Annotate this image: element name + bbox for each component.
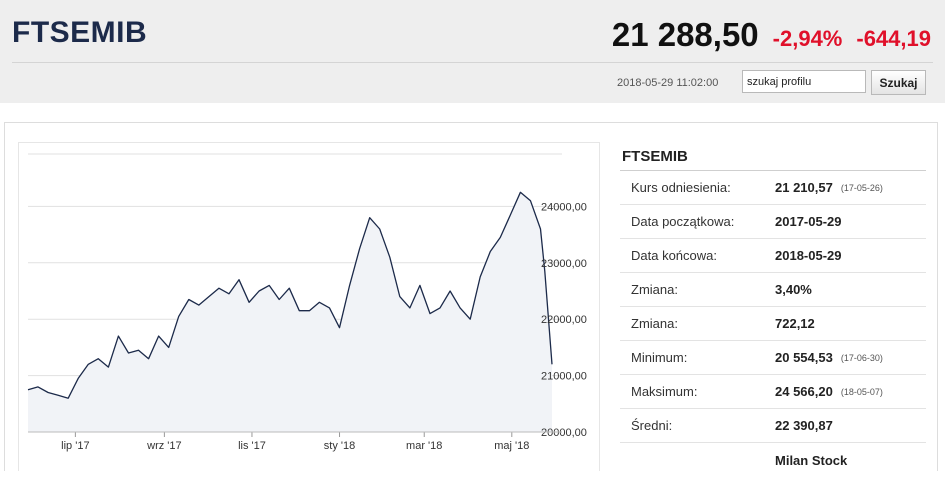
change-percent: -2,94% (772, 26, 843, 51)
price-line (27, 191, 553, 399)
stat-label: Minimum: (631, 350, 688, 365)
stat-value: 722,12 (775, 316, 815, 331)
stat-value: 3,40% (775, 282, 812, 297)
x-tick-label: lis '17 (238, 440, 266, 452)
exchange-name: Milan Stock (775, 452, 848, 468)
stats-title: FTSEMIB (622, 148, 688, 165)
stats-table: Kurs odniesienia: 21 210,57 (17-05-26) D… (620, 170, 926, 477)
change-absolute: -644,19 (856, 26, 931, 51)
stat-row-change-pct: Zmiana: 3,40% (620, 273, 926, 307)
stat-label: Zmiana: (631, 316, 678, 331)
stat-label: Kurs odniesienia: (631, 180, 731, 195)
chart-frame (18, 142, 600, 471)
quote-timestamp: 2018-05-29 11:02:00 (617, 77, 719, 89)
stat-row-reference: Kurs odniesienia: 21 210,57 (17-05-26) (620, 171, 926, 205)
y-tick-label: 23000,00 (541, 258, 587, 270)
stat-value: 21 210,57 (775, 180, 833, 195)
current-price: 21 288,50 (611, 16, 759, 53)
stat-value: 2018-05-29 (775, 248, 842, 263)
stat-date: (17-05-26) (840, 182, 883, 193)
stat-row-change-abs: Zmiana: 722,12 (620, 307, 926, 341)
header-divider (12, 62, 933, 63)
stat-value: 2017-05-29 (775, 214, 842, 229)
stat-label: Maksimum: (631, 384, 698, 399)
y-axis-labels: 20000,00 21000,00 22000,00 23000,00 24000,00 (541, 201, 587, 439)
stat-date: (18-05-07) (840, 386, 883, 397)
quote-header: FTSEMIB 21 288,50 -2,94% -644,19 2018-05… (0, 0, 945, 103)
x-tick-label: mar '18 (406, 440, 442, 452)
price-area (28, 192, 552, 432)
stat-row-start-date: Data początkowa: 2017-05-29 (620, 205, 926, 239)
y-tick-label: 24000,00 (541, 201, 587, 213)
stats-panel: FTSEMIB Kurs odniesienia: 21 210,57 (17-… (620, 146, 926, 477)
y-tick-label: 20000,00 (541, 427, 587, 439)
stat-row-maximum: Maksimum: 24 566,20 (18-05-07) (620, 375, 926, 409)
x-tick-label: sty '18 (324, 440, 355, 452)
price-chart: 20000,00 21000,00 22000,00 23000,00 24000,00… (27, 153, 587, 452)
stat-value: 24 566,20 (775, 384, 833, 399)
stat-label: Data początkowa: (631, 214, 735, 229)
search-button[interactable]: Szukaj (871, 70, 926, 95)
stat-date: (17-06-30) (840, 352, 883, 363)
stat-row-end-date: Data końcowa: 2018-05-29 (620, 239, 926, 273)
x-tick-label: lip '17 (61, 440, 89, 452)
stat-label: Średni: (631, 418, 673, 433)
stat-row-minimum: Minimum: 20 554,53 (17-06-30) (620, 341, 926, 375)
stat-label: Zmiana: (631, 282, 678, 297)
stat-label: Data końcowa: (631, 248, 717, 263)
y-tick-label: 22000,00 (541, 314, 587, 326)
stat-value: 20 554,53 (775, 350, 833, 365)
index-symbol: FTSEMIB (12, 16, 148, 49)
stat-value: 22 390,87 (775, 418, 833, 433)
stat-row-exchange: Milan Stock (620, 443, 926, 477)
x-tick-label: maj '18 (494, 440, 529, 452)
price-block: 21 288,50 -2,94% -644,19 (612, 16, 931, 54)
stat-row-average: Średni: 22 390,87 (620, 409, 926, 443)
y-tick-label: 21000,00 (541, 371, 587, 383)
x-axis-labels: lip '17 wrz '17 lis '17 sty '18 mar '18 maj '… (28, 431, 562, 452)
x-tick-label: wrz '17 (146, 440, 182, 452)
profile-search-input[interactable] (742, 70, 866, 93)
